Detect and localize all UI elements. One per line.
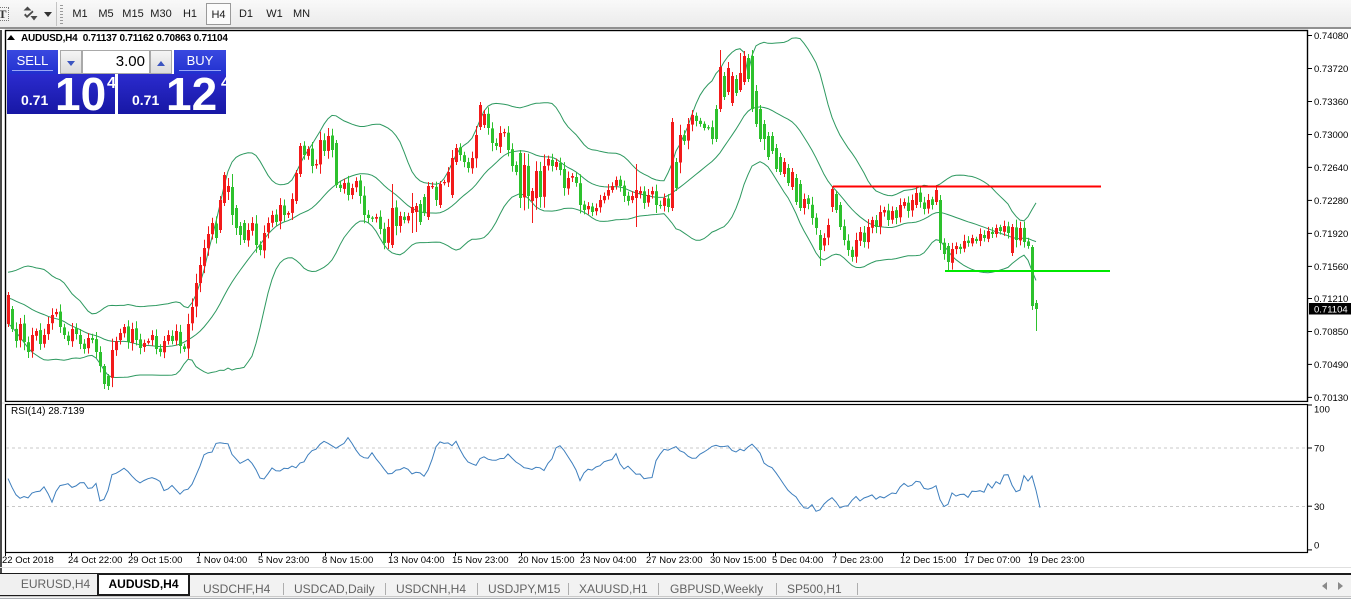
svg-text:5 Nov 23:00: 5 Nov 23:00 [258,555,309,566]
svg-text:0.73360: 0.73360 [1314,97,1348,108]
svg-text:0.71104: 0.71104 [1314,304,1348,315]
svg-text:19 Dec 23:00: 19 Dec 23:00 [1028,555,1085,566]
svg-text:0.70490: 0.70490 [1314,360,1348,371]
svg-text:70: 70 [1314,444,1325,455]
svg-text:100: 100 [1314,405,1330,416]
svg-text:29 Oct 15:00: 29 Oct 15:00 [128,555,182,566]
svg-text:0.73000: 0.73000 [1314,130,1348,141]
svg-text:7 Dec 23:00: 7 Dec 23:00 [832,555,883,566]
svg-text:0.71920: 0.71920 [1314,229,1348,240]
svg-text:8 Nov 15:00: 8 Nov 15:00 [322,555,373,566]
svg-text:12 Dec 15:00: 12 Dec 15:00 [900,555,957,566]
svg-text:30 Nov 15:00: 30 Nov 15:00 [710,555,767,566]
svg-text:13 Nov 04:00: 13 Nov 04:00 [388,555,445,566]
svg-text:0.71560: 0.71560 [1314,262,1348,273]
svg-text:0.72640: 0.72640 [1314,163,1348,174]
svg-text:1 Nov 04:00: 1 Nov 04:00 [196,555,247,566]
svg-text:23 Nov 04:00: 23 Nov 04:00 [580,555,637,566]
svg-text:24 Oct 22:00: 24 Oct 22:00 [68,555,122,566]
svg-text:0.72280: 0.72280 [1314,196,1348,207]
svg-text:0.71210: 0.71210 [1314,294,1348,305]
svg-text:0: 0 [1314,541,1319,552]
svg-text:0.73720: 0.73720 [1314,64,1348,75]
svg-text:27 Nov 23:00: 27 Nov 23:00 [646,555,703,566]
svg-text:20 Nov 15:00: 20 Nov 15:00 [518,555,575,566]
svg-text:30: 30 [1314,502,1325,513]
svg-text:0.70130: 0.70130 [1314,393,1348,404]
svg-text:0.74080: 0.74080 [1314,31,1348,42]
svg-text:22 Oct 2018: 22 Oct 2018 [2,555,54,566]
svg-text:0.70850: 0.70850 [1314,327,1348,338]
svg-text:15 Nov 23:00: 15 Nov 23:00 [452,555,509,566]
svg-text:17 Dec 07:00: 17 Dec 07:00 [964,555,1021,566]
svg-text:5 Dec 04:00: 5 Dec 04:00 [772,555,823,566]
